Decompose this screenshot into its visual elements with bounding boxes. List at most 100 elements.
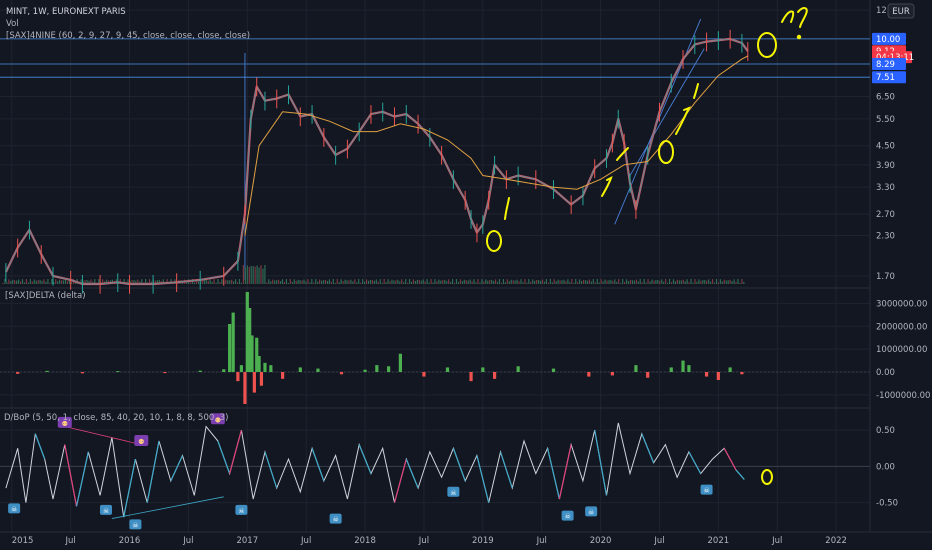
volume-bar xyxy=(493,280,495,284)
delta-bar[interactable] xyxy=(587,372,591,377)
delta-bar[interactable] xyxy=(239,365,244,372)
delta-bar[interactable] xyxy=(339,372,344,375)
delta-bar[interactable] xyxy=(243,372,247,404)
x-tick-label: 2016 xyxy=(119,536,141,546)
skull-icon: ☠ xyxy=(564,513,570,521)
volume-bar xyxy=(148,279,151,284)
delta-bar[interactable] xyxy=(252,372,256,393)
delta-bar[interactable] xyxy=(387,366,391,372)
bop-segment xyxy=(393,458,407,503)
volume-bar xyxy=(446,281,448,284)
volume-bar xyxy=(479,282,481,284)
bop-segment xyxy=(170,455,184,482)
volume-bar xyxy=(569,282,571,284)
bear-marker[interactable] xyxy=(210,413,225,425)
delta-bar[interactable] xyxy=(493,372,497,379)
average-series-line[interactable] xyxy=(244,55,749,236)
volume-bar xyxy=(534,280,536,284)
volume-bar xyxy=(461,281,463,284)
price-tick-label: 2.30 xyxy=(876,231,895,241)
bop-pane[interactable]: ☠ ☠ ☠ ☠ ☠ ☠ ☠ ☠ ☠ ⚉ ⚉ ⚉ xyxy=(0,413,870,530)
currency-button[interactable]: EUR xyxy=(887,3,915,19)
volume-bar xyxy=(252,266,254,284)
volume-bar xyxy=(195,279,198,284)
skull-marker[interactable] xyxy=(329,513,342,524)
delta-bar[interactable] xyxy=(398,353,402,372)
delta-bar[interactable] xyxy=(469,372,473,382)
delta-bar[interactable] xyxy=(716,372,720,380)
skull-marker[interactable] xyxy=(129,519,142,530)
delta-bar[interactable] xyxy=(245,292,249,372)
volume-bar xyxy=(17,279,20,284)
volume-bar xyxy=(55,279,57,284)
volume-bar xyxy=(105,279,108,284)
delta-bar[interactable] xyxy=(516,366,520,372)
price-pane[interactable] xyxy=(0,18,870,294)
delta-bar[interactable] xyxy=(16,372,20,374)
delta-bar[interactable] xyxy=(740,372,744,375)
bear-marker[interactable] xyxy=(134,435,149,446)
delta-bar[interactable] xyxy=(728,367,732,372)
volume-bar xyxy=(418,280,420,284)
bear-marker[interactable] xyxy=(57,416,72,428)
skull-marker[interactable] xyxy=(235,504,248,515)
delta-bar[interactable] xyxy=(375,365,379,372)
volume-bar xyxy=(610,279,612,284)
delta-bar[interactable] xyxy=(228,324,232,372)
skull-marker[interactable] xyxy=(585,506,598,517)
delta-bar[interactable] xyxy=(422,372,426,377)
volume-bar xyxy=(315,279,317,284)
delta-pane[interactable] xyxy=(0,292,870,404)
delta-bar[interactable] xyxy=(646,372,650,378)
delta-bar[interactable] xyxy=(687,365,691,372)
x-tick-label: 2018 xyxy=(354,536,376,546)
delta-bar[interactable] xyxy=(363,369,367,372)
delta-bar[interactable] xyxy=(259,372,264,386)
delta-bar[interactable] xyxy=(704,372,709,377)
delta-bar[interactable] xyxy=(445,367,450,372)
delta-bar[interactable] xyxy=(163,372,167,374)
volume-bar xyxy=(680,280,682,284)
bop-segment xyxy=(123,459,137,518)
delta-bar[interactable] xyxy=(222,369,226,372)
delta-bar[interactable] xyxy=(250,335,254,372)
skull-marker[interactable] xyxy=(700,484,713,495)
volume-bar xyxy=(231,279,233,284)
delta-bar[interactable] xyxy=(316,368,320,372)
delta-bar[interactable] xyxy=(116,371,120,373)
delta-bar[interactable] xyxy=(634,365,638,372)
delta-bar[interactable] xyxy=(231,312,235,372)
skull-marker[interactable] xyxy=(99,504,112,515)
delta-bar[interactable] xyxy=(269,365,273,372)
volume-bar xyxy=(620,282,622,284)
delta-bar[interactable] xyxy=(669,367,673,372)
delta-bar[interactable] xyxy=(263,362,267,372)
delta-bar[interactable] xyxy=(681,360,685,372)
delta-bar[interactable] xyxy=(236,372,240,382)
delta-bar[interactable] xyxy=(481,367,485,372)
volume-bar xyxy=(623,282,626,284)
volume-bar xyxy=(657,279,659,284)
delta-bar[interactable] xyxy=(298,367,302,372)
trend-channel-line[interactable] xyxy=(629,48,705,176)
delta-bar[interactable] xyxy=(248,308,252,372)
delta-bar[interactable] xyxy=(198,370,202,372)
volume-bar xyxy=(737,279,739,284)
delta-bar[interactable] xyxy=(45,370,49,372)
volume-bar xyxy=(135,280,137,284)
delta-bar[interactable] xyxy=(255,337,259,372)
volume-bar xyxy=(293,279,295,284)
delta-bar[interactable] xyxy=(551,368,556,372)
delta-bar[interactable] xyxy=(257,356,261,372)
volume-bar xyxy=(565,281,567,284)
bop-segment xyxy=(311,448,325,482)
volume-bar xyxy=(258,267,260,284)
skull-marker[interactable] xyxy=(561,510,574,521)
skull-marker[interactable] xyxy=(8,503,21,514)
delta-bar[interactable] xyxy=(610,372,614,376)
delta-bar[interactable] xyxy=(281,372,285,379)
divergence-line xyxy=(64,426,142,446)
delta-bar[interactable] xyxy=(80,372,85,374)
skull-marker[interactable] xyxy=(447,486,460,497)
